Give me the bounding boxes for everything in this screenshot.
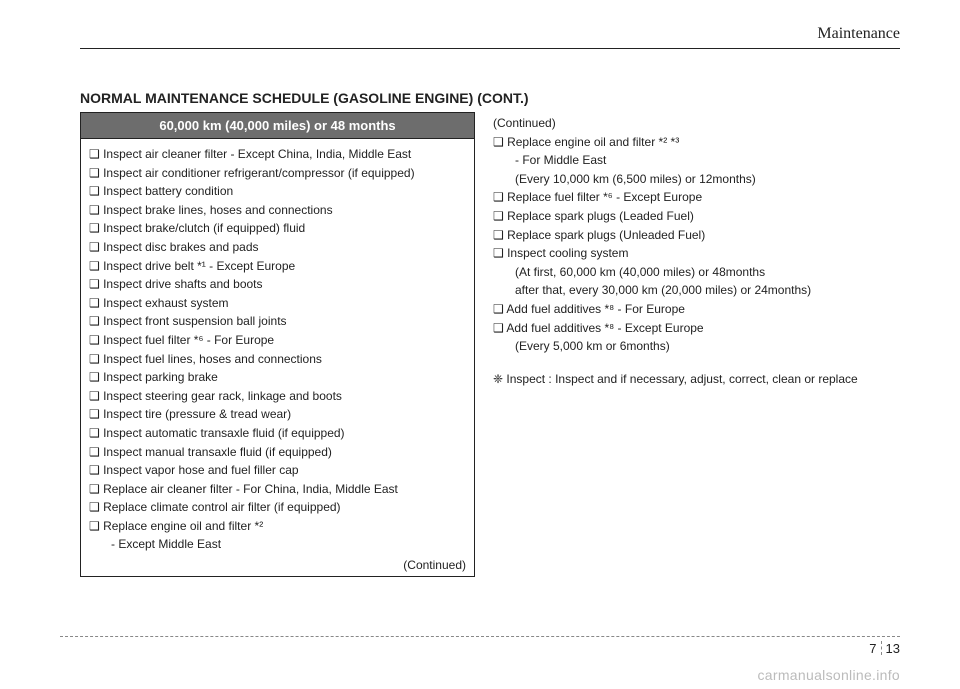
list-item: ❑ Inspect tire (pressure & tread wear): [89, 405, 466, 424]
list-subitem: - For Middle East: [493, 151, 888, 170]
right-content: (Continued) ❑ Replace engine oil and fil…: [493, 112, 888, 356]
page-index: 13: [886, 641, 900, 656]
watermark: carmanualsonline.info: [758, 667, 901, 683]
list-subitem: (At first, 60,000 km (40,000 miles) or 4…: [493, 263, 888, 282]
note-label: ❈ Inspect :: [493, 372, 555, 386]
list-subitem: after that, every 30,000 km (20,000 mile…: [493, 281, 888, 300]
inspect-note: ❈ Inspect : Inspect and if necessary, ad…: [493, 370, 888, 388]
right-column: (Continued) ❑ Replace engine oil and fil…: [493, 112, 888, 577]
list-item: ❑ Replace engine oil and filter *² *³: [493, 133, 888, 152]
list-item: ❑ Replace spark plugs (Leaded Fuel): [493, 207, 888, 226]
page-title: NORMAL MAINTENANCE SCHEDULE (GASOLINE EN…: [80, 90, 900, 106]
list-item: ❑ Add fuel additives *⁸ - Except Europe: [493, 319, 888, 338]
continued-label: (Continued): [81, 558, 474, 576]
list-item: ❑ Inspect exhaust system: [89, 294, 466, 313]
list-item: ❑ Inspect brake lines, hoses and connect…: [89, 201, 466, 220]
page-number: 7 13: [869, 641, 900, 656]
chapter-number: 7: [869, 641, 876, 656]
list-item: ❑ Inspect vapor hose and fuel filler cap: [89, 461, 466, 480]
list-item: ❑ Replace air cleaner filter - For China…: [89, 480, 466, 499]
list-item: ❑ Inspect air cleaner filter - Except Ch…: [89, 145, 466, 164]
list-item: ❑ Replace spark plugs (Unleaded Fuel): [493, 226, 888, 245]
maintenance-list: ❑ Inspect air cleaner filter - Except Ch…: [81, 139, 474, 558]
list-subitem: (Every 5,000 km or 6months): [493, 337, 888, 356]
section-name: Maintenance: [817, 25, 900, 43]
manual-page: Maintenance NORMAL MAINTENANCE SCHEDULE …: [0, 0, 960, 689]
interval-header: 60,000 km (40,000 miles) or 48 months: [81, 113, 474, 139]
list-item: ❑ Inspect disc brakes and pads: [89, 238, 466, 257]
page-header: Maintenance: [80, 30, 900, 60]
list-item: ❑ Inspect drive belt *¹ - Except Europe: [89, 257, 466, 276]
list-subitem: - Except Middle East: [89, 535, 466, 554]
list-item: ❑ Inspect front suspension ball joints: [89, 312, 466, 331]
list-item: ❑ Inspect fuel filter *⁶ - For Europe: [89, 331, 466, 350]
note-text: Inspect and if necessary, adjust, correc…: [555, 372, 858, 386]
list-item: ❑ Inspect steering gear rack, linkage an…: [89, 387, 466, 406]
list-item: ❑ Inspect fuel lines, hoses and connecti…: [89, 350, 466, 369]
list-item: ❑ Inspect parking brake: [89, 368, 466, 387]
header-rule: [80, 48, 900, 49]
list-item: ❑ Inspect battery condition: [89, 182, 466, 201]
list-item: ❑ Inspect brake/clutch (if equipped) flu…: [89, 219, 466, 238]
maintenance-box: 60,000 km (40,000 miles) or 48 months ❑ …: [80, 112, 475, 577]
list-item: ❑ Inspect air conditioner refrigerant/co…: [89, 164, 466, 183]
list-item: ❑ Replace engine oil and filter *²: [89, 517, 466, 536]
list-item: ❑ Replace climate control air filter (if…: [89, 498, 466, 517]
left-column: 60,000 km (40,000 miles) or 48 months ❑ …: [80, 112, 475, 577]
list-item: ❑ Inspect drive shafts and boots: [89, 275, 466, 294]
page-separator: [881, 641, 882, 655]
list-item: ❑ Replace fuel filter *⁶ - Except Europe: [493, 188, 888, 207]
list-item: ❑ Add fuel additives *⁸ - For Europe: [493, 300, 888, 319]
list-item: ❑ Inspect cooling system: [493, 244, 888, 263]
list-subitem: (Every 10,000 km (6,500 miles) or 12mont…: [493, 170, 888, 189]
page-footer: 7 13: [60, 636, 900, 659]
list-item: ❑ Inspect manual transaxle fluid (if equ…: [89, 443, 466, 462]
list-item: ❑ Inspect automatic transaxle fluid (if …: [89, 424, 466, 443]
continued-top: (Continued): [493, 114, 888, 133]
content-columns: 60,000 km (40,000 miles) or 48 months ❑ …: [80, 112, 900, 577]
